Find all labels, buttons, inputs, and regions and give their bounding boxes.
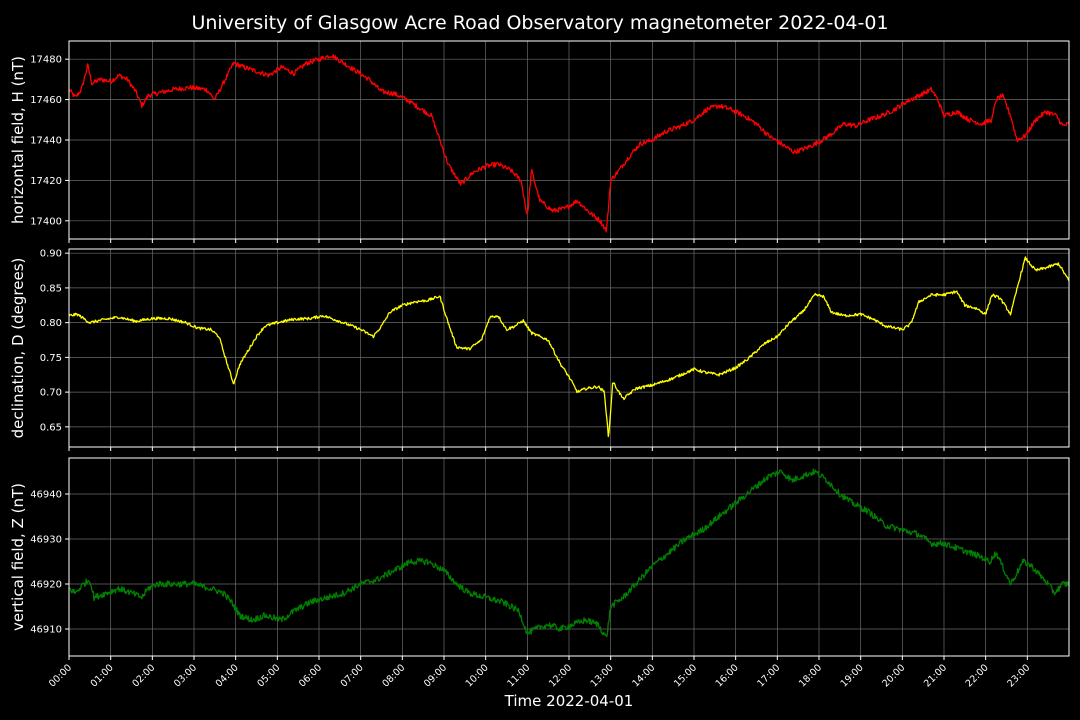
- y-tick-label: 0.70: [40, 388, 62, 399]
- axes-frame: [68, 248, 1070, 448]
- y-tick-label: 0.65: [40, 422, 62, 433]
- y-tick-label: 46930: [30, 535, 62, 546]
- y-tick-label: 46940: [30, 490, 62, 501]
- axes-frame: [68, 40, 1070, 240]
- figure-title: University of Glasgow Acre Road Observat…: [191, 12, 888, 34]
- y-axis-label: vertical field, Z (nT): [9, 483, 27, 631]
- y-axis-label: horizontal field, H (nT): [9, 56, 27, 224]
- y-tick-label: 0.75: [40, 353, 62, 364]
- panel-2: 0.65 0.70 0.75 0.80 0.85 0.90 declination, D (…: [9, 248, 1070, 451]
- y-tick-label: 17460: [30, 95, 62, 106]
- y-axis-label: declination, D (degrees): [9, 258, 27, 439]
- x-axis-label: Time 2022-04-01: [504, 692, 634, 710]
- y-tick-label: 17440: [30, 136, 62, 147]
- y-tick-label: 46910: [30, 625, 62, 636]
- axes-frame: [68, 457, 1070, 657]
- y-tick-label: 17420: [30, 176, 62, 187]
- y-tick-label: 17400: [30, 216, 62, 227]
- y-tick-label: 17480: [30, 55, 62, 66]
- y-tick-label: 46920: [30, 580, 62, 591]
- y-tick-label: 0.90: [40, 249, 62, 260]
- series-line: [68, 468, 1070, 638]
- y-tick-label: 0.85: [40, 283, 62, 294]
- series-line: [68, 256, 1070, 438]
- y-tick-label: 0.80: [40, 318, 62, 329]
- series-line: [68, 53, 1070, 233]
